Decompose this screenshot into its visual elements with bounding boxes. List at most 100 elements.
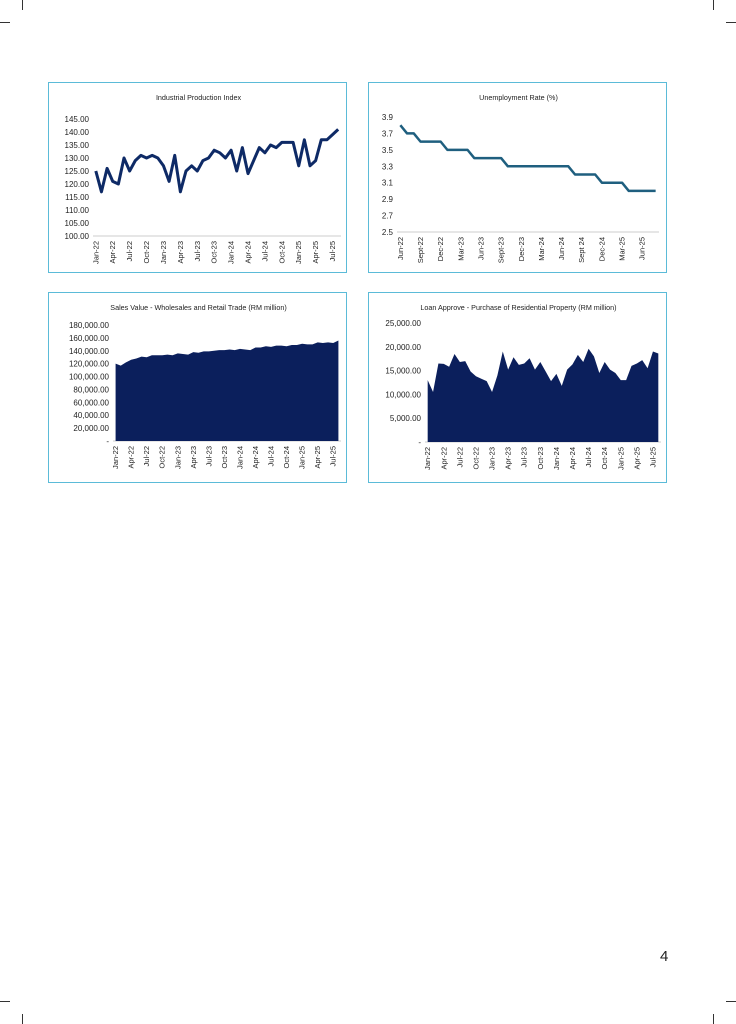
x-tick-label: Oct-23 — [536, 447, 545, 470]
x-tick-label: Jan-23 — [159, 241, 168, 264]
chart: Loan Approve - Purchase of Residential P… — [385, 303, 661, 470]
x-tick-label: Oct-23 — [210, 241, 219, 264]
x-tick-label: Oct-23 — [220, 446, 229, 469]
y-tick-label: 180,000.00 — [69, 321, 110, 330]
x-tick-label: Jan-25 — [616, 447, 625, 470]
y-tick-label: 110.00 — [65, 206, 89, 215]
chart-title: Sales Value - Wholesales and Retail Trad… — [110, 303, 286, 312]
x-tick-label: Oct-24 — [282, 446, 291, 469]
x-tick-label: Jun-22 — [396, 237, 405, 260]
crop-mark — [22, 1014, 23, 1024]
y-tick-label: 120.00 — [65, 180, 90, 189]
x-tick-label: Apr-23 — [189, 446, 198, 469]
y-tick-label: 160,000.00 — [69, 334, 110, 343]
line — [94, 128, 340, 194]
y-tick-label: 100.00 — [65, 232, 90, 241]
chart-title: Loan Approve - Purchase of Residential P… — [420, 303, 616, 312]
chart-title: Industrial Production Index — [156, 93, 242, 102]
crop-mark — [22, 0, 23, 10]
x-tick-label: Jan-24 — [235, 446, 244, 469]
x-tick-label: Jan-23 — [173, 446, 182, 469]
y-tick-label: 145.00 — [65, 115, 90, 124]
x-tick-label: Jun-25 — [638, 237, 647, 260]
x-tick-label: Jul-24 — [267, 446, 276, 466]
y-tick-label: 10,000.00 — [385, 390, 421, 399]
x-tick-label: Jan-25 — [298, 446, 307, 469]
crop-mark — [713, 0, 714, 10]
crop-mark — [0, 22, 10, 23]
y-tick-label: 3.1 — [382, 179, 394, 188]
x-tick-label: Jul-25 — [648, 447, 657, 467]
y-tick-label: 140.00 — [65, 128, 90, 137]
x-tick-label: Oct-22 — [471, 447, 480, 470]
x-tick-label: Apr-25 — [632, 447, 641, 470]
x-tick-label: Dec-24 — [597, 237, 606, 261]
x-tick-label: Jun-23 — [476, 237, 485, 260]
y-tick-label: 135.00 — [65, 141, 90, 150]
y-tick-label: 60,000.00 — [73, 398, 109, 407]
y-tick-label: 40,000.00 — [73, 411, 109, 420]
x-tick-label: Jan-22 — [423, 447, 432, 470]
x-tick-label: Jan-22 — [91, 241, 100, 264]
x-tick-label: Dec-22 — [436, 237, 445, 261]
x-tick-label: Mar-24 — [537, 237, 546, 261]
y-tick-label: 140,000.00 — [69, 347, 110, 356]
y-tick-label: 115.00 — [65, 193, 89, 202]
y-tick-label: - — [106, 437, 109, 446]
x-tick-label: Jul-23 — [520, 447, 529, 467]
x-tick-label: Jul-24 — [584, 447, 593, 467]
y-tick-label: 125.00 — [65, 167, 90, 176]
crop-mark — [713, 1014, 714, 1024]
x-tick-label: Mar-25 — [618, 237, 627, 261]
y-tick-label: 3.3 — [382, 162, 394, 171]
x-tick-label: Dec-23 — [517, 237, 526, 261]
y-tick-label: - — [418, 438, 421, 447]
x-tick-label: Mar-23 — [456, 237, 465, 261]
y-tick-label: 3.7 — [382, 129, 394, 138]
x-tick-label: Jul-25 — [328, 241, 337, 261]
chart: Unemployment Rate (%) 2.5 2.7 2.9 3.1 3.3 3.5 3… — [382, 93, 659, 263]
x-tick-label: Apr-23 — [176, 241, 185, 264]
x-tick-label: Jan-24 — [227, 241, 236, 264]
y-tick-label: 15,000.00 — [385, 367, 421, 376]
x-tick-label: Apr-22 — [439, 447, 448, 470]
y-tick-label: 2.9 — [382, 195, 394, 204]
y-tick-label: 100,000.00 — [69, 373, 110, 382]
x-tick-label: Jul-22 — [125, 241, 134, 261]
chart: Sales Value - Wholesales and Retail Trad… — [69, 303, 341, 469]
x-tick-label: Oct-24 — [277, 241, 286, 264]
x-tick-label: Jan-22 — [111, 446, 120, 469]
x-tick-label: Oct-24 — [600, 447, 609, 470]
y-tick-label: 80,000.00 — [73, 385, 109, 394]
y-tick-label: 2.7 — [382, 212, 394, 221]
x-tick-label: Jul-23 — [204, 446, 213, 466]
x-tick-label: Apr-25 — [311, 241, 320, 264]
x-tick-label: Jul-22 — [455, 447, 464, 467]
y-tick-label: 120,000.00 — [69, 360, 110, 369]
x-tick-label: Sept 24 — [577, 237, 586, 263]
x-tick-label: Jan-24 — [552, 447, 561, 470]
x-tick-label: Sept-23 — [497, 237, 506, 263]
y-tick-label: 20,000.00 — [385, 343, 421, 352]
x-tick-label: Jul-23 — [193, 241, 202, 261]
chart: Industrial Production Index 100.00 105.00 1… — [65, 93, 341, 264]
x-tick-label: Sept-22 — [416, 237, 425, 263]
y-tick-label: 3.9 — [382, 113, 394, 122]
chart-box: Unemployment Rate (%) 2.5 2.7 2.9 3.1 3.3 3.5 3… — [368, 82, 667, 273]
x-tick-label: Apr-22 — [127, 446, 136, 469]
x-tick-label: Apr-24 — [244, 241, 253, 264]
y-tick-label: 5,000.00 — [390, 414, 422, 423]
area — [115, 340, 339, 441]
page-number: 4 — [660, 948, 669, 965]
line — [399, 124, 656, 193]
x-tick-label: Jul-25 — [329, 446, 338, 466]
x-tick-label: Jan-25 — [294, 241, 303, 264]
x-tick-label: Jan-23 — [488, 447, 497, 470]
y-tick-label: 2.5 — [382, 228, 394, 237]
area — [427, 348, 659, 442]
x-tick-label: Apr-24 — [568, 447, 577, 470]
x-tick-label: Oct-22 — [158, 446, 167, 469]
chart-box: Sales Value - Wholesales and Retail Trad… — [48, 292, 347, 483]
x-tick-label: Jul-22 — [142, 446, 151, 466]
